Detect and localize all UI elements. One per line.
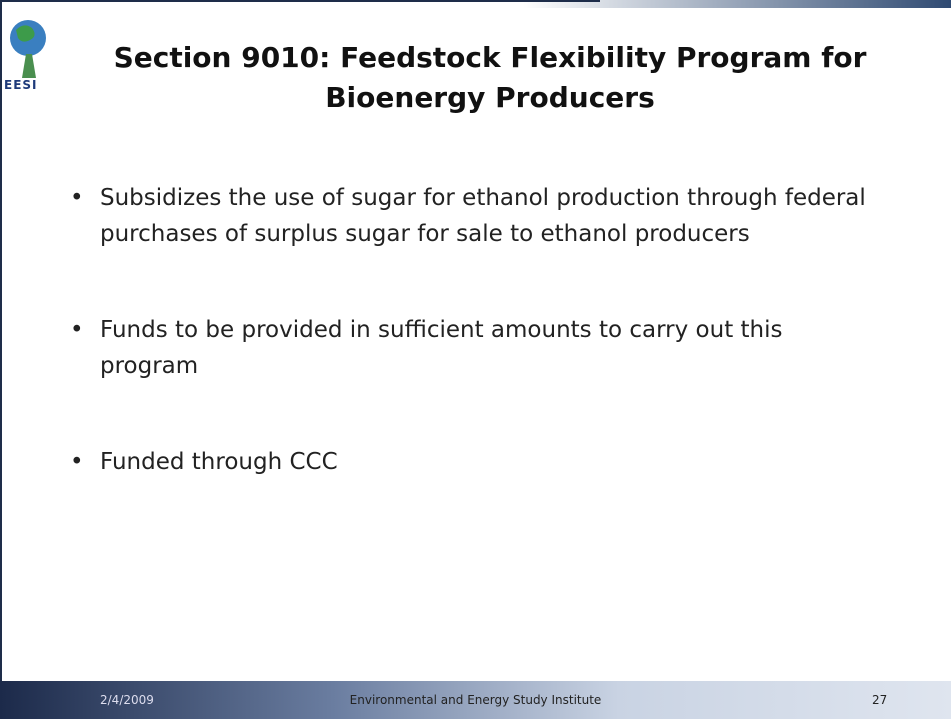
left-border	[0, 0, 2, 719]
slide-title: Section 9010: Feedstock Flexibility Prog…	[113, 41, 867, 114]
logo-land	[16, 25, 35, 42]
top-border	[0, 0, 600, 2]
logo-base	[22, 54, 36, 78]
bullet-item: Funded through CCC	[70, 444, 880, 480]
logo-text: EESI	[4, 78, 38, 92]
bullet-item: Funds to be provided in sufficient amoun…	[70, 312, 880, 384]
footer: 2/4/2009 Environmental and Energy Study …	[0, 681, 951, 719]
bullet-list: Subsidizes the use of sugar for ethanol …	[70, 180, 880, 540]
top-bar	[0, 0, 951, 8]
bullet-item: Subsidizes the use of sugar for ethanol …	[70, 180, 880, 252]
footer-organization: Environmental and Energy Study Institute	[349, 693, 602, 707]
logo-icon	[10, 20, 46, 78]
footer-date: 2/4/2009	[100, 693, 154, 707]
page-number: 27	[872, 693, 888, 707]
